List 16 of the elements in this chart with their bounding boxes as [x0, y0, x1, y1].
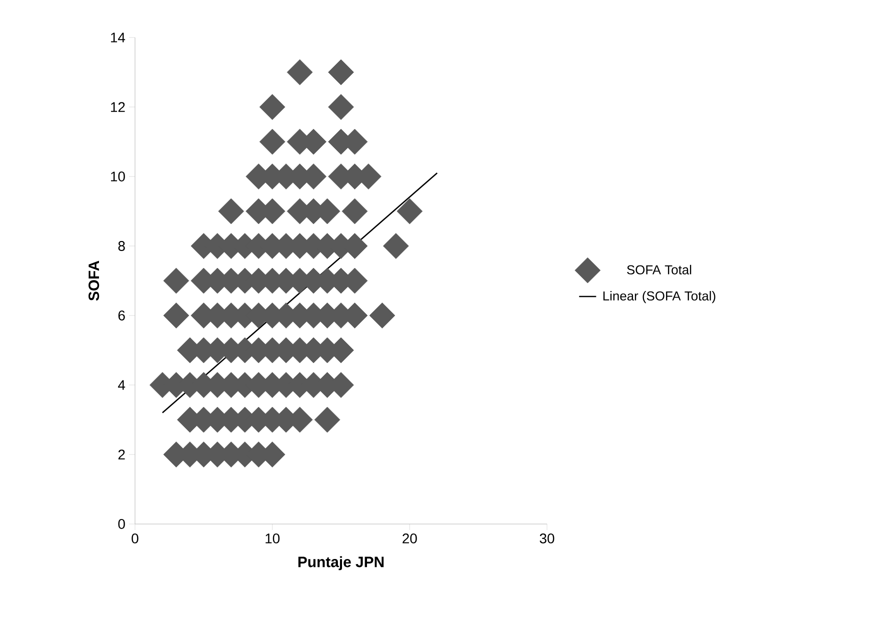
y-tick-label: 8: [118, 241, 125, 251]
x-axis-title: Puntaje JPN: [298, 556, 384, 570]
y-tick-label: 2: [118, 450, 125, 460]
x-tick-label: 10: [266, 534, 280, 544]
y-axis-title: SOFA: [88, 260, 100, 301]
y-tick-label: 10: [111, 172, 125, 182]
y-tick-label: 14: [111, 32, 126, 42]
x-tick-label: 30: [540, 534, 554, 544]
y-tick-label: 4: [118, 380, 126, 390]
x-tick-label: 0: [132, 534, 138, 544]
y-tick-label: 12: [111, 102, 125, 112]
y-tick-label: 6: [118, 310, 125, 320]
legend-label: SOFA Total: [627, 264, 692, 274]
x-tick-label: 20: [402, 534, 417, 544]
legend-label: Linear (SOFA Total): [603, 291, 716, 304]
y-tick-label: 0: [118, 519, 125, 529]
